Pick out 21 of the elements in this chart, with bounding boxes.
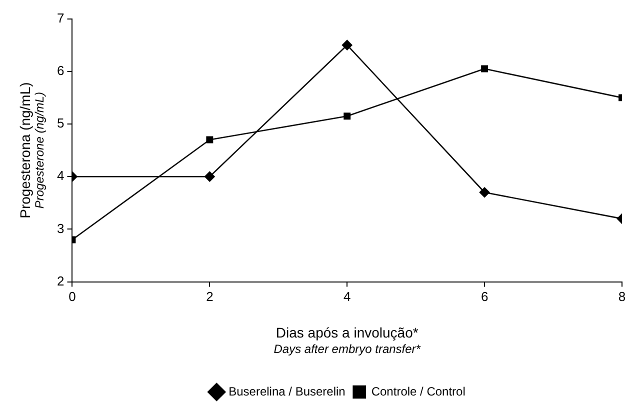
x-tick-label: 2 [206, 289, 214, 304]
y-tick-label: 7 [56, 10, 64, 26]
x-tick-label: 4 [344, 289, 351, 304]
y-axis-title: Progesterona (ng/mL) Progesterone (ng/mL) [16, 82, 46, 218]
point [204, 171, 215, 182]
y-tick-label: 3 [56, 220, 64, 236]
legend-label: Controle / Control [371, 384, 466, 398]
y-tick-label: 6 [56, 62, 64, 78]
y-tick-label: 2 [56, 273, 64, 288]
legend-label: Buserelina / Buserelin [228, 384, 346, 398]
x-tick-label: 8 [618, 289, 626, 304]
point [344, 112, 351, 120]
x-axis-title: Dias após a involução* Days after embryo transfer* [274, 324, 421, 356]
point [342, 40, 352, 50]
x-tick-label: 6 [480, 289, 488, 304]
point [479, 187, 490, 198]
y-tick-label: 4 [56, 168, 64, 184]
point [481, 65, 488, 72]
y-tick-label: 5 [56, 116, 64, 131]
x-tick-label: 0 [68, 289, 76, 304]
point [206, 136, 214, 144]
